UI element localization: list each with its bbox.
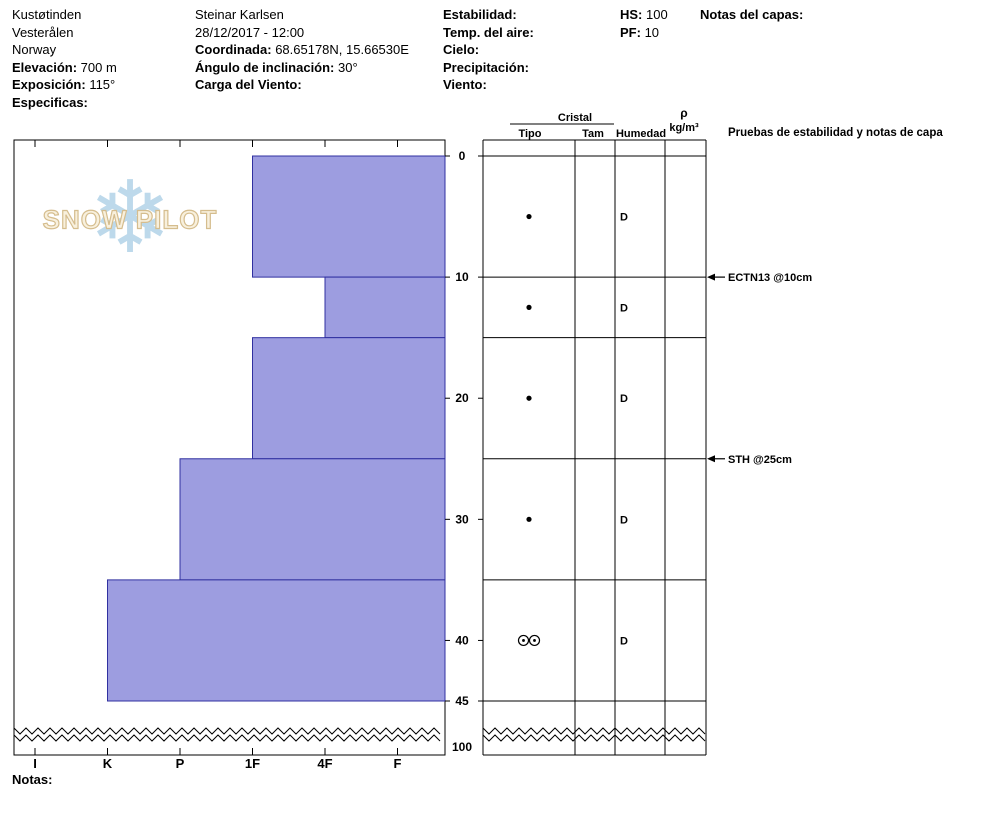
hardness-axis-label: 4F [317, 756, 332, 771]
depth-label: 45 [455, 694, 469, 708]
hardness-axis-label: K [103, 756, 113, 771]
grain-type-dot-icon [526, 213, 532, 220]
hardness-axis-label: F [394, 756, 402, 771]
stability-label: Estabilidad: [443, 7, 517, 22]
air-temp-label: Temp. del aire: [443, 24, 534, 40]
watermark-text: SNOW PILOT [42, 204, 218, 235]
header-location-column: Kustøtinden Vesterålen Norway Elevación:… [12, 6, 117, 112]
hs-row: HS: 100 [620, 6, 668, 24]
observer-name: Steinar Karlsen [195, 7, 284, 22]
layer-notes-label: Notas del capas: [700, 7, 804, 22]
depth-break-zigzag [13, 727, 441, 735]
hardness-axis-label: I [33, 756, 37, 771]
wind-loading-row: Carga del Viento: [195, 76, 409, 94]
depth-label-total: 100 [452, 740, 472, 754]
hs-label: HS: [620, 7, 643, 22]
specifics-row: Especificas: [12, 94, 117, 112]
snowflake-icon: ❄ [88, 162, 172, 274]
column-header-rho-units: kg/m³ [669, 122, 699, 134]
slope-angle-row: Ángulo de inclinación: 30° [195, 59, 409, 77]
depth-break-zigzag [482, 727, 706, 735]
layer-hardness-bar [107, 579, 446, 702]
column-header-tipo: Tipo [518, 128, 541, 140]
sky-row: Cielo: [443, 41, 534, 59]
precipitation-label: Precipitación: [443, 59, 529, 75]
observation-datetime: 28/12/2017 - 12:00 [195, 24, 305, 40]
layer-notes-row: Notas del capas: [700, 6, 803, 24]
stability-test-label: STH @25cm [728, 454, 792, 466]
header-observer-column: Steinar Karlsen 28/12/2017 - 12:00 Coord… [195, 6, 409, 94]
pf-row: PF: 10 [620, 24, 668, 42]
column-header-tam: Tam [582, 128, 604, 140]
layer-hardness-bar [179, 458, 446, 581]
elevation-row: Elevación: 700 m [12, 59, 117, 77]
slope-angle-label: Ángulo de inclinación: [195, 59, 335, 75]
column-header-cristal: Cristal [558, 112, 592, 124]
depth-label: 20 [455, 391, 469, 405]
site-name: Kustøtinden [12, 7, 82, 22]
depth-break-zigzag [13, 734, 441, 742]
sky-label: Cielo: [443, 42, 480, 58]
moisture-value: D [620, 635, 628, 647]
test-arrow-head-icon [707, 273, 715, 281]
depth-label: 0 [459, 149, 466, 163]
aspect-label: Exposición: [12, 77, 86, 93]
column-header-stability-tests: Pruebas de estabilidad y notas de capa [728, 127, 943, 139]
elevation-value: 700 m [80, 59, 117, 75]
pf-value: 10 [644, 24, 660, 40]
hs-value: 100 [646, 7, 668, 22]
moisture-value: D [620, 302, 628, 314]
notes-label: Notas: [12, 772, 53, 787]
aspect-value: 115° [89, 77, 116, 93]
elevation-label: Elevación: [12, 59, 78, 75]
column-header-humedad: Humedad [616, 128, 666, 140]
layer-hardness-bar [252, 155, 446, 278]
coordinates-label: Coordinada: [195, 42, 272, 58]
header-snow-depth-column: HS: 100 PF: 10 [620, 6, 668, 41]
moisture-value: D [620, 212, 628, 224]
wind-row: Viento: [443, 76, 534, 94]
column-header-rho: ρ [680, 106, 687, 120]
snowpilot-watermark: ❄ SNOW PILOT [40, 165, 220, 275]
air-temp-row: Temp. del aire: [443, 24, 534, 42]
pf-label: PF: [620, 24, 641, 40]
grain-type-dot-icon [526, 304, 532, 310]
hardness-axis-label: 1F [245, 756, 260, 771]
wind-loading-label: Carga del Viento: [195, 77, 302, 93]
header-conditions-column: Estabilidad: Temp. del aire: Cielo: Prec… [443, 6, 534, 94]
coordinates-row: Coordinada: 68.65178N, 15.66530E [195, 41, 409, 59]
country-name: Norway [12, 42, 57, 58]
moisture-value: D [620, 514, 628, 526]
layer-hardness-bar [324, 276, 446, 339]
precipitation-row: Precipitación: [443, 59, 534, 77]
wind-label: Viento: [443, 77, 487, 93]
depth-break-zigzag [482, 734, 706, 742]
grain-type-dot-icon [526, 516, 532, 522]
depth-label: 30 [455, 512, 469, 526]
depth-label: 40 [455, 633, 469, 647]
stability-test-label: ECTN13 @10cm [728, 272, 812, 284]
hardness-axis-label: P [176, 756, 185, 771]
layer-hardness-bar [252, 337, 446, 460]
test-arrow-head-icon [707, 455, 715, 463]
header-layer-notes-column: Notas del capas: [700, 6, 803, 24]
depth-label: 10 [455, 270, 469, 284]
stability-row: Estabilidad: [443, 6, 534, 24]
aspect-row: Exposición: 115° [12, 76, 117, 94]
grain-type-dot-icon [526, 395, 532, 401]
grain-type-circle-dot-icon [522, 639, 525, 642]
coordinates-value: 68.65178N, 15.66530E [275, 42, 409, 58]
slope-angle-value: 30° [338, 59, 358, 75]
grain-type-circle-dot-icon [533, 639, 536, 642]
specifics-label: Especificas: [12, 94, 88, 110]
region-name: Vesterålen [12, 24, 74, 40]
moisture-value: D [620, 393, 628, 405]
